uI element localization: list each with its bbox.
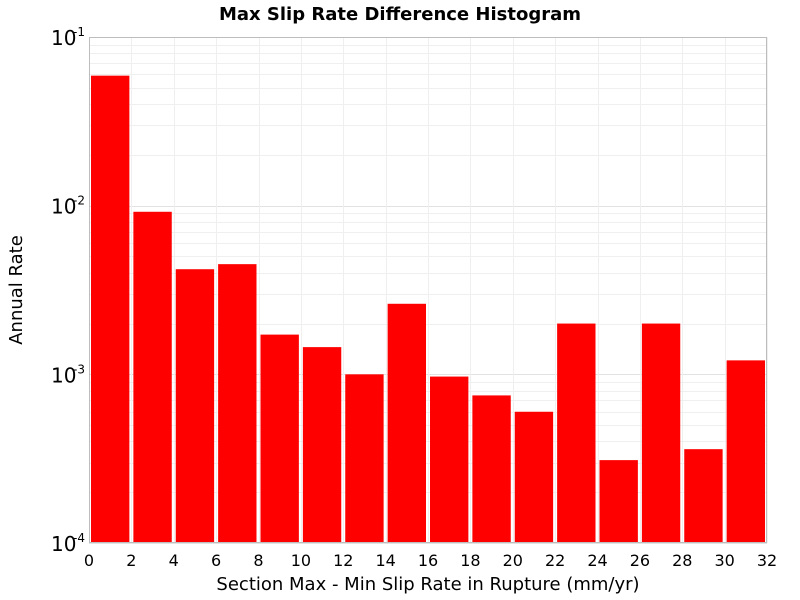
histogram-bar — [91, 75, 130, 543]
histogram-bar — [218, 264, 257, 543]
y-tick-base: 10 — [51, 26, 76, 50]
x-tick-label: 22 — [545, 551, 565, 570]
x-tick-label: 0 — [84, 551, 94, 570]
histogram-bar — [387, 303, 426, 543]
histogram-bar — [472, 395, 511, 543]
x-tick-label: 20 — [503, 551, 523, 570]
histogram-bar — [260, 334, 299, 543]
x-tick-label: 18 — [460, 551, 480, 570]
histogram-bar — [726, 360, 765, 543]
x-tick-label: 16 — [418, 551, 438, 570]
y-tick-label: 10-2 — [51, 194, 85, 219]
histogram-bar — [514, 411, 554, 543]
y-tick-base: 10 — [51, 363, 76, 387]
x-tick-label: 30 — [714, 551, 734, 570]
bars — [91, 75, 765, 543]
chart-title: Max Slip Rate Difference Histogram — [219, 4, 581, 25]
x-tick-label: 6 — [211, 551, 221, 570]
x-tick-label: 2 — [126, 551, 136, 570]
x-tick-label: 14 — [375, 551, 395, 570]
histogram-bar — [641, 323, 681, 543]
y-axis-ticks: 10-410-310-210-1 — [51, 25, 85, 556]
histogram-bar — [133, 211, 172, 543]
y-tick-label: 10-1 — [51, 25, 85, 50]
x-tick-label: 26 — [630, 551, 650, 570]
y-tick-base: 10 — [51, 195, 76, 219]
histogram-bar — [345, 374, 384, 543]
x-tick-label: 32 — [757, 551, 777, 570]
x-axis-ticks: 0 2 4 6 8 10 12 14 16 18 20 22 24 26 28 30 32 — [84, 551, 777, 570]
x-tick-label: 4 — [169, 551, 179, 570]
histogram-bar — [430, 376, 469, 543]
y-tick-base: 10 — [51, 532, 76, 556]
plot-border — [89, 37, 767, 543]
histogram-bar — [557, 323, 596, 543]
y-axis-label: Annual Rate — [6, 235, 27, 345]
x-tick-label: 12 — [333, 551, 353, 570]
y-tick-exponent: -4 — [73, 531, 85, 545]
x-tick-label: 28 — [672, 551, 692, 570]
x-axis-label: Section Max - Min Slip Rate in Rupture (… — [216, 574, 639, 595]
x-tick-label: 24 — [587, 551, 607, 570]
y-tick-exponent: -1 — [73, 25, 85, 39]
x-tick-label: 10 — [291, 551, 311, 570]
histogram-bar — [599, 460, 638, 543]
y-tick-label: 10-4 — [51, 531, 85, 556]
histogram-bar — [175, 269, 215, 543]
y-tick-label: 10-3 — [51, 362, 85, 387]
y-tick-exponent: -3 — [73, 362, 85, 376]
y-tick-exponent: -2 — [73, 194, 85, 208]
histogram-bar — [684, 449, 723, 543]
histogram-bar — [302, 347, 342, 543]
x-tick-label: 8 — [253, 551, 263, 570]
